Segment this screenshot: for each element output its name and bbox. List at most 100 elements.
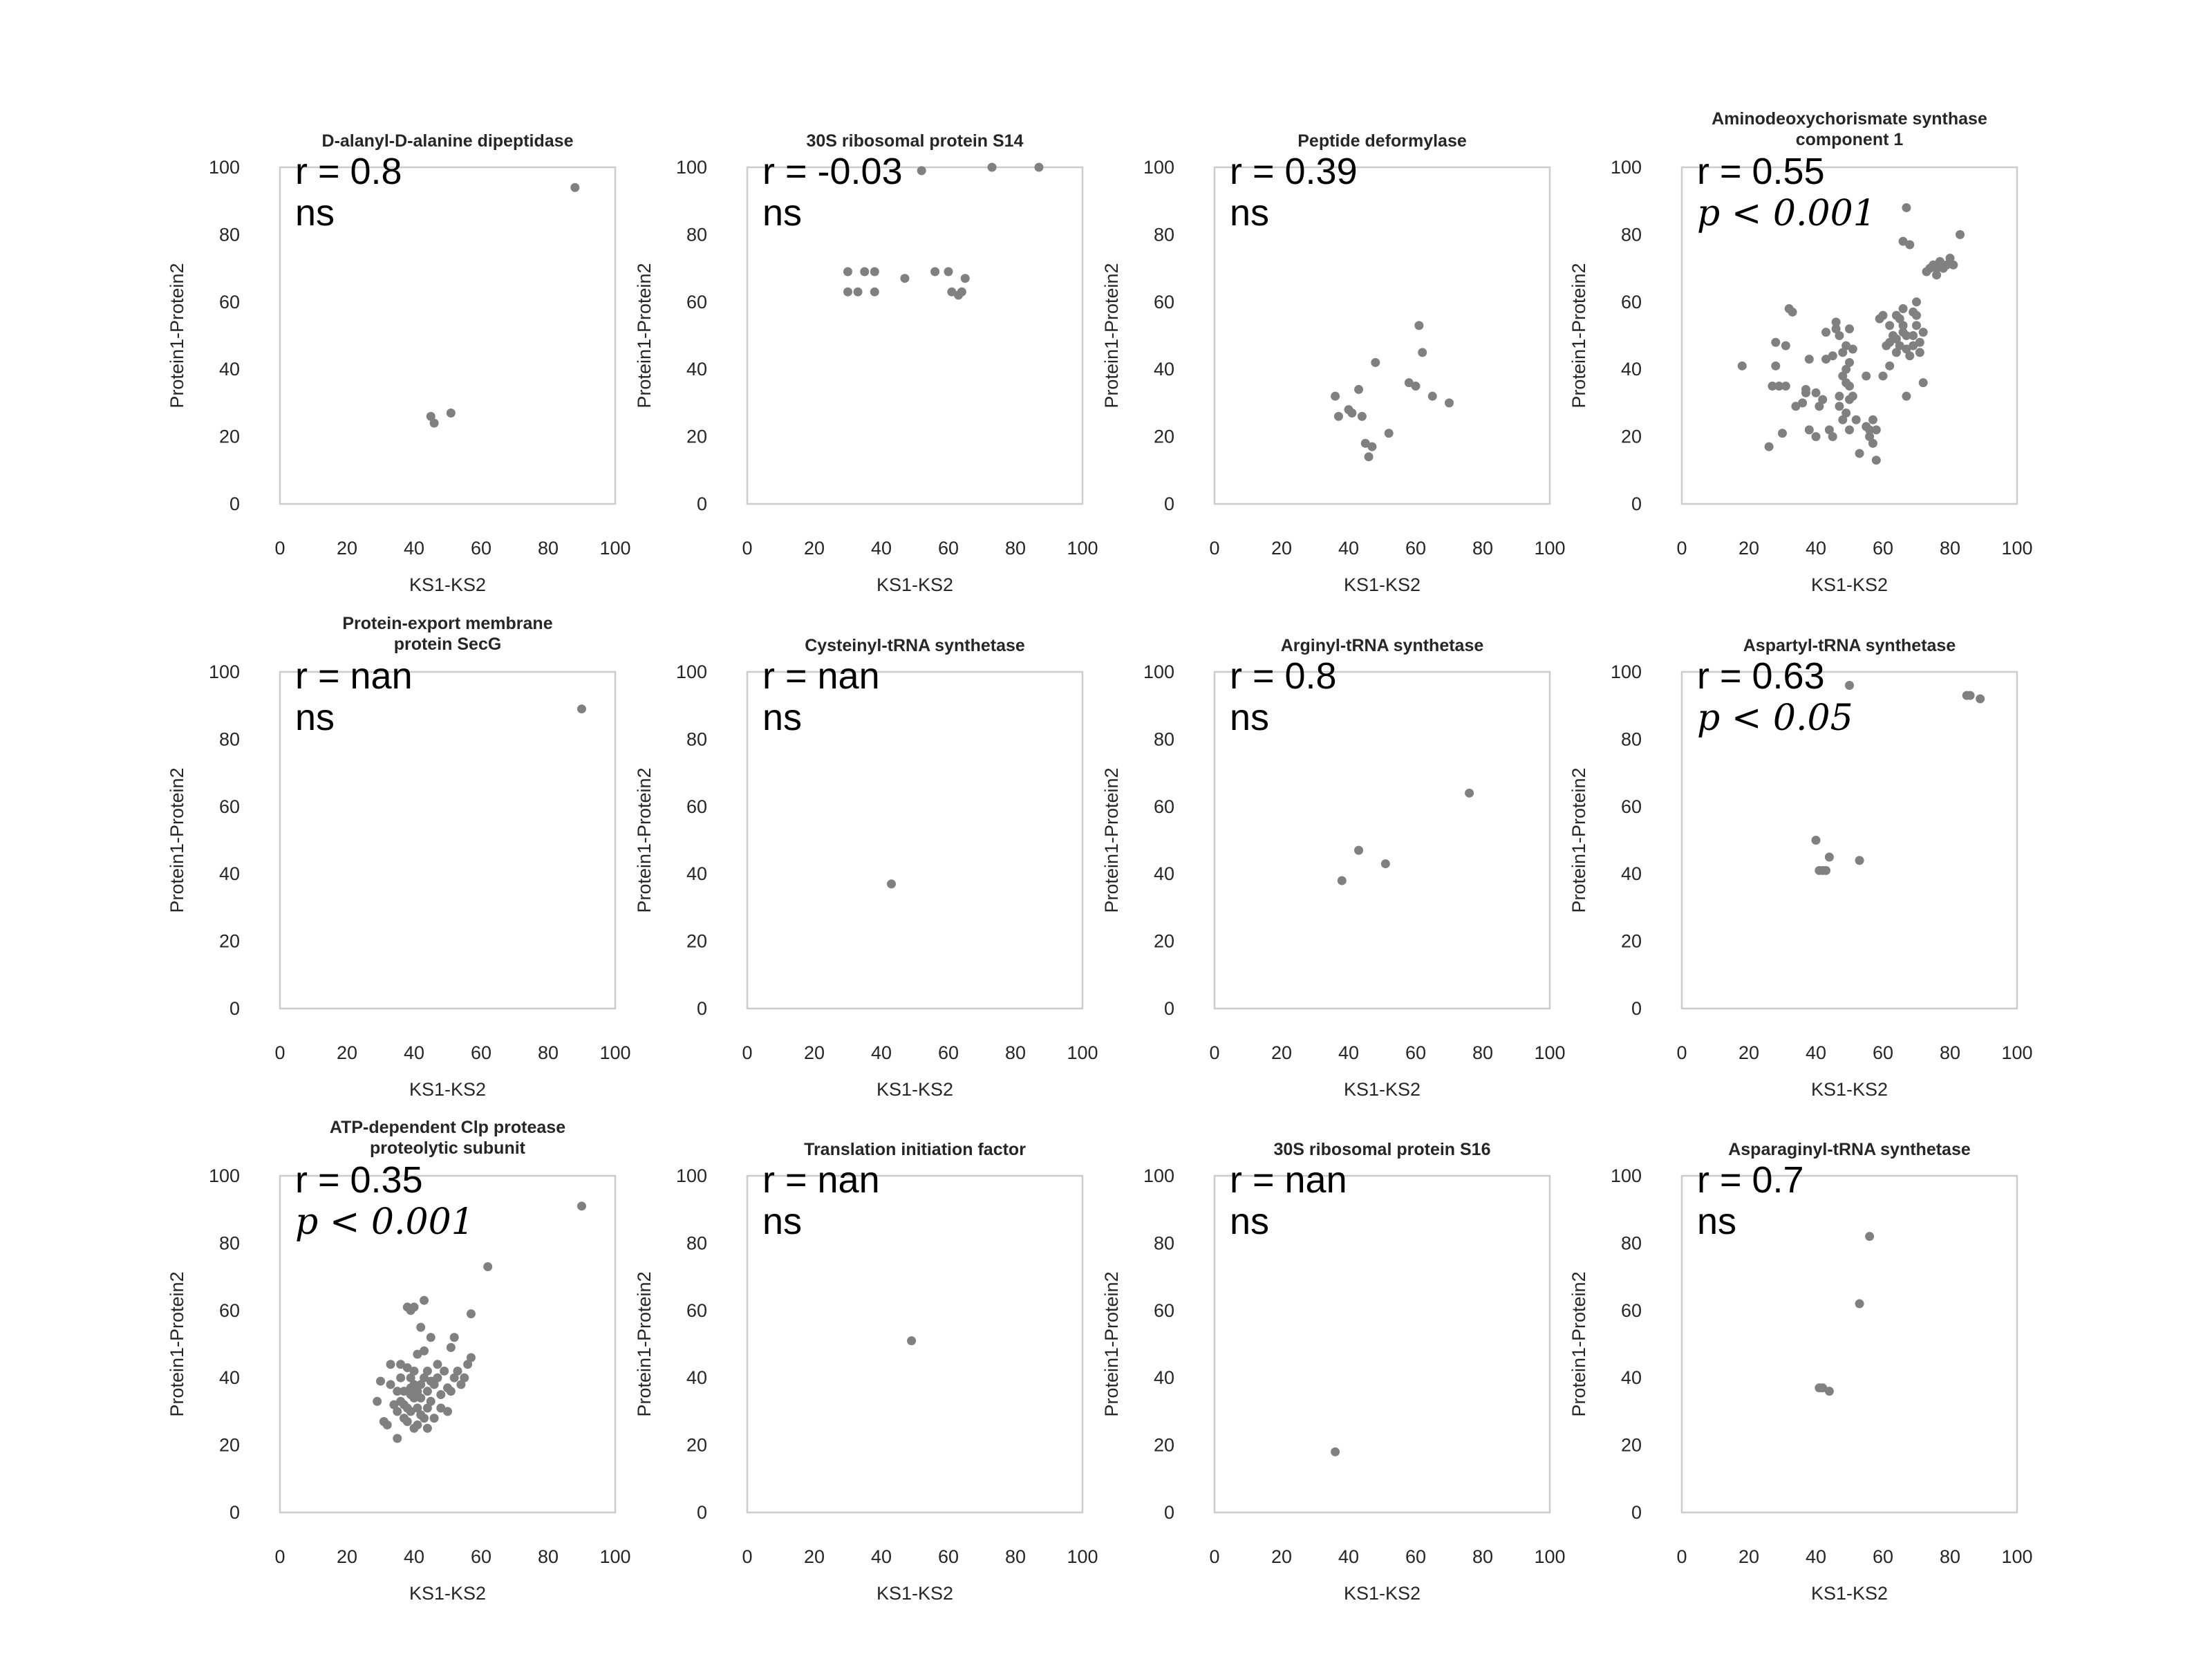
plot-frame bbox=[746, 166, 1084, 505]
y-tick-label: 0 bbox=[1164, 998, 1174, 1019]
data-point bbox=[1871, 456, 1881, 465]
y-axis-label: Protein1-Protein2 bbox=[634, 767, 655, 912]
significance-annotation: ns bbox=[762, 192, 802, 234]
data-point bbox=[1845, 324, 1854, 334]
data-point bbox=[1828, 351, 1837, 361]
y-tick-label: 60 bbox=[1154, 292, 1174, 312]
data-point bbox=[1331, 391, 1340, 401]
correlation-annotation: r = 0.55 bbox=[1697, 151, 1825, 192]
data-point bbox=[1838, 371, 1848, 381]
data-point bbox=[1367, 442, 1377, 451]
data-point bbox=[396, 1373, 406, 1382]
y-tick-label: 0 bbox=[1164, 494, 1174, 514]
subplot-5: Protein-export membrane protein SecG 0 20 40… bbox=[167, 614, 631, 1100]
data-point bbox=[422, 1403, 432, 1413]
data-point bbox=[1865, 425, 1875, 435]
y-tick-label: 100 bbox=[676, 1165, 707, 1186]
data-point bbox=[1791, 402, 1801, 411]
data-point bbox=[1855, 449, 1864, 458]
chart-title: 30S ribosomal protein S16 bbox=[1274, 1140, 1491, 1159]
data-point bbox=[1878, 310, 1888, 320]
y-tick-label: 100 bbox=[1143, 1165, 1174, 1186]
data-point bbox=[413, 1387, 422, 1396]
x-tick-label: 80 bbox=[538, 1546, 559, 1567]
x-tick-label: 40 bbox=[871, 538, 892, 559]
data-point bbox=[1835, 402, 1844, 411]
significance-annotation: ns bbox=[762, 1201, 802, 1242]
data-point bbox=[1912, 321, 1921, 330]
x-tick-label: 80 bbox=[1940, 1042, 1960, 1063]
correlation-annotation: r = -0.03 bbox=[762, 151, 903, 192]
y-tick-label: 60 bbox=[1621, 796, 1642, 817]
y-tick-label: 20 bbox=[686, 1435, 707, 1456]
y-tick-label: 40 bbox=[1621, 1367, 1642, 1388]
data-point bbox=[443, 1407, 452, 1416]
data-point bbox=[1942, 260, 1951, 270]
data-point bbox=[1932, 263, 1942, 273]
data-point bbox=[843, 287, 852, 297]
x-tick-label: 60 bbox=[1873, 1042, 1893, 1063]
chart-title: Cysteinyl-tRNA synthetase bbox=[805, 636, 1025, 655]
y-tick-label: 80 bbox=[686, 729, 707, 749]
y-tick-label: 60 bbox=[219, 796, 240, 817]
data-point bbox=[1905, 240, 1915, 250]
data-point bbox=[1034, 162, 1044, 172]
data-point bbox=[1871, 425, 1881, 435]
x-axis-label: KS1-KS2 bbox=[1344, 1079, 1421, 1100]
data-point bbox=[1905, 351, 1915, 361]
data-point bbox=[1384, 429, 1394, 438]
data-point bbox=[413, 1420, 422, 1430]
data-point bbox=[960, 274, 970, 283]
x-tick-label: 20 bbox=[1738, 538, 1759, 559]
data-point bbox=[1771, 361, 1781, 371]
data-point bbox=[1781, 341, 1790, 350]
x-tick-label: 20 bbox=[337, 1546, 357, 1567]
y-tick-label: 60 bbox=[1154, 1300, 1174, 1321]
x-tick-label: 40 bbox=[1338, 1042, 1359, 1063]
data-point bbox=[1801, 384, 1810, 394]
x-tick-label: 20 bbox=[1271, 1042, 1292, 1063]
x-tick-label: 80 bbox=[1005, 538, 1026, 559]
data-point bbox=[853, 287, 863, 297]
x-tick-label: 40 bbox=[404, 1042, 424, 1063]
data-point bbox=[1811, 388, 1821, 397]
x-tick-label: 0 bbox=[1209, 1546, 1219, 1567]
x-tick-label: 100 bbox=[1067, 538, 1098, 559]
data-point bbox=[433, 1373, 442, 1382]
x-tick-label: 100 bbox=[1067, 1546, 1098, 1567]
data-point bbox=[1845, 680, 1854, 690]
y-axis-label: Protein1-Protein2 bbox=[634, 1271, 655, 1416]
x-tick-label: 40 bbox=[871, 1546, 892, 1567]
x-tick-label: 0 bbox=[1209, 1042, 1219, 1063]
x-tick-label: 100 bbox=[599, 538, 630, 559]
significance-annotation: p < 0.05 bbox=[1697, 697, 1853, 739]
y-axis-label: Protein1-Protein2 bbox=[634, 263, 655, 408]
y-tick-label: 20 bbox=[1621, 427, 1642, 447]
data-point bbox=[460, 1373, 469, 1382]
plot-frame bbox=[746, 1174, 1084, 1514]
data-point bbox=[1404, 378, 1414, 388]
data-point bbox=[1737, 361, 1747, 371]
data-point bbox=[1465, 788, 1474, 798]
x-tick-label: 80 bbox=[538, 1042, 559, 1063]
x-tick-label: 100 bbox=[2001, 1546, 2032, 1567]
y-axis-label: Protein1-Protein2 bbox=[1101, 767, 1122, 912]
data-point bbox=[1898, 236, 1908, 246]
correlation-annotation: r = nan bbox=[295, 655, 413, 697]
y-tick-label: 0 bbox=[1631, 1502, 1642, 1523]
data-point bbox=[1354, 384, 1364, 394]
plot-frame bbox=[1213, 166, 1551, 505]
data-point bbox=[433, 1360, 442, 1369]
y-tick-label: 80 bbox=[1154, 729, 1174, 749]
y-tick-label: 40 bbox=[219, 359, 240, 379]
data-point bbox=[1354, 845, 1364, 855]
x-axis-label: KS1-KS2 bbox=[1811, 574, 1888, 595]
x-tick-label: 20 bbox=[337, 538, 357, 559]
data-point bbox=[1868, 438, 1877, 448]
x-tick-label: 20 bbox=[1738, 1546, 1759, 1567]
significance-annotation: ns bbox=[1697, 1201, 1736, 1242]
data-point bbox=[416, 1380, 426, 1389]
data-point bbox=[422, 1366, 432, 1376]
data-point bbox=[399, 1400, 409, 1409]
